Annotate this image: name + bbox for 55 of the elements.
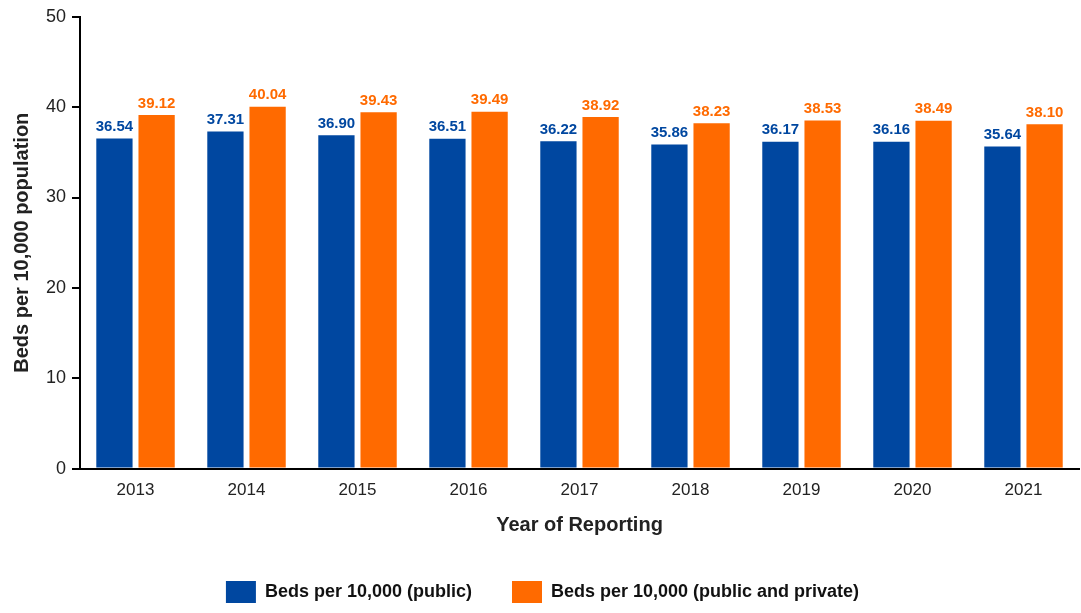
data-label: 36.22	[539, 119, 578, 137]
x-tick-label: 2021	[1004, 480, 1043, 500]
data-label: 37.31	[206, 110, 245, 128]
bar	[651, 144, 688, 468]
data-label: 38.53	[803, 99, 842, 117]
y-tick-label: 0	[56, 457, 67, 478]
bar	[693, 123, 730, 468]
legend-label: Beds per 10,000 (public)	[264, 580, 472, 601]
bar	[138, 115, 175, 468]
x-tick-label: 2015	[338, 480, 377, 500]
data-label: 39.12	[137, 93, 176, 111]
x-tick-label: 2014	[227, 480, 266, 500]
x-tick-label: 2013	[116, 480, 155, 500]
data-label: 36.17	[761, 120, 800, 138]
bar	[762, 141, 799, 468]
data-label: 35.86	[650, 123, 689, 141]
data-label: 36.51	[428, 117, 467, 135]
x-tick-label: 2016	[449, 480, 488, 500]
data-label: 36.90	[317, 113, 356, 131]
data-label: 39.49	[470, 90, 509, 108]
data-label: 39.43	[359, 90, 398, 108]
data-label: 36.54	[95, 117, 134, 135]
bar	[582, 116, 619, 468]
data-label: 35.64	[983, 125, 1022, 143]
data-label: 38.49	[914, 99, 953, 117]
bar	[540, 141, 577, 468]
x-tick-label: 2019	[782, 480, 821, 500]
bar	[471, 111, 508, 468]
y-tick-label: 30	[45, 186, 67, 207]
bar	[360, 112, 397, 468]
bar	[1026, 124, 1063, 468]
x-tick-label: 2018	[671, 480, 710, 500]
data-label: 38.92	[581, 95, 620, 113]
bar	[429, 138, 466, 468]
data-label: 40.04	[248, 85, 288, 103]
bar	[207, 131, 244, 468]
x-tick-label: 2020	[893, 480, 932, 500]
bar	[318, 135, 355, 468]
y-tick-label: 10	[45, 367, 67, 388]
bar	[984, 146, 1021, 468]
y-axis-title: Beds per 10,000 population	[9, 112, 32, 373]
bar	[873, 141, 910, 468]
bar	[96, 138, 133, 468]
data-label: 38.23	[692, 101, 731, 119]
y-tick-label: 40	[45, 96, 67, 117]
bar	[804, 120, 841, 468]
y-tick-label: 20	[45, 276, 67, 297]
data-label: 36.16	[872, 120, 911, 138]
legend-label: Beds per 10,000 (public and private)	[550, 580, 860, 601]
bar	[249, 106, 286, 468]
x-tick-label: 2017	[560, 480, 599, 500]
y-tick-label: 50	[45, 5, 67, 26]
data-label: 38.10	[1025, 102, 1064, 120]
bar	[915, 120, 952, 468]
x-axis-title: Year of Reporting	[496, 512, 663, 535]
